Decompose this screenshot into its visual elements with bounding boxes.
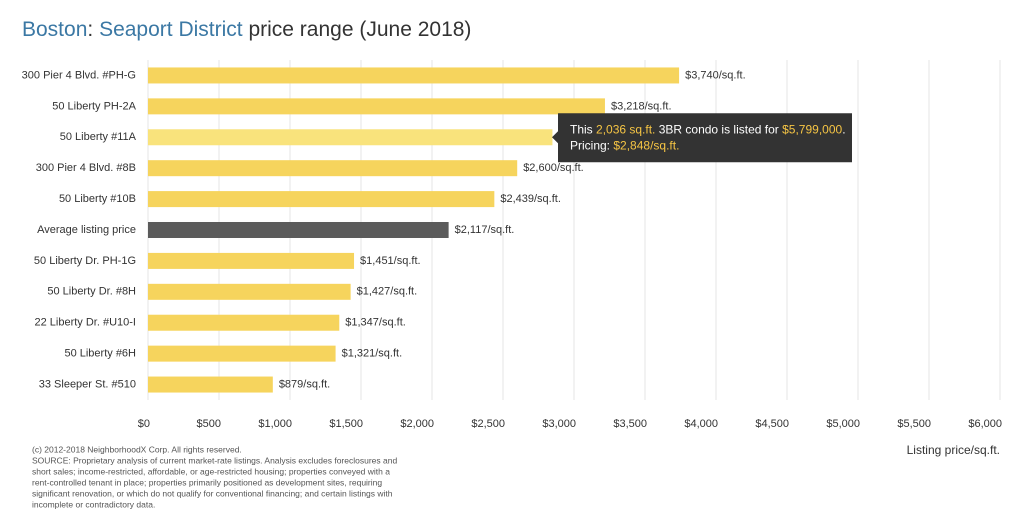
y-tick-label: 300 Pier 4 Blvd. #8B: [36, 162, 136, 174]
bar: [148, 376, 273, 393]
value-label: $2,439/sq.ft.: [500, 193, 561, 205]
bar: [148, 98, 605, 115]
tooltip-text: $2,848/sq.ft.: [613, 138, 679, 152]
value-label: $3,740/sq.ft.: [685, 69, 746, 81]
value-label: $1,347/sq.ft.: [345, 317, 406, 329]
x-tick-label: $3,500: [613, 418, 647, 430]
bar: [148, 345, 336, 362]
x-tick-label: $4,000: [684, 418, 718, 430]
chart-title: Boston: Seaport District price range (Ju…: [22, 18, 471, 41]
y-tick-label: 300 Pier 4 Blvd. #PH-G: [22, 69, 136, 81]
x-tick-label: $500: [197, 418, 221, 430]
y-tick-label: 50 Liberty Dr. #8H: [47, 286, 136, 298]
footnote: (c) 2012-2018 NeighborhoodX Corp. All ri…: [32, 444, 242, 454]
tooltip-box: [552, 113, 852, 163]
tooltip-text: This: [570, 122, 596, 136]
footnote: SOURCE: Proprietary analysis of current …: [32, 455, 397, 465]
x-tick-label: $5,000: [826, 418, 860, 430]
footnote: rent-controlled tenant in place; propert…: [32, 477, 382, 487]
footnote: significant renovation, or which do not …: [32, 488, 393, 498]
tooltip-text: 3BR condo is listed for: [655, 122, 782, 136]
tooltip-text: .: [842, 122, 845, 136]
footnote: incomplete or contradictory data.: [32, 499, 155, 509]
bar: [148, 191, 495, 208]
tooltip-text: 2,036 sq.ft.: [596, 122, 655, 136]
bar: [148, 283, 351, 300]
x-tick-label: $2,000: [400, 418, 434, 430]
y-tick-label: 50 Liberty Dr. PH-1G: [34, 255, 136, 267]
x-axis-label: Listing price/sq.ft.: [907, 443, 1000, 457]
x-tick-label: $1,500: [329, 418, 363, 430]
title-part: Seaport District: [99, 18, 243, 41]
x-tick-label: $1,000: [258, 418, 292, 430]
x-tick-label: $4,500: [755, 418, 789, 430]
value-label: $3,218/sq.ft.: [611, 100, 672, 112]
x-tick-label: $3,000: [542, 418, 576, 430]
x-tick-label: $6,000: [968, 418, 1002, 430]
value-label: $1,321/sq.ft.: [342, 348, 403, 360]
bar: [148, 160, 518, 177]
y-tick-label: 50 Liberty #10B: [59, 193, 136, 205]
title-part: price range (June 2018): [243, 18, 472, 41]
y-tick-label: 50 Liberty #11A: [60, 131, 137, 143]
tooltip-text: $5,799,000: [782, 122, 842, 136]
value-label: $1,451/sq.ft.: [360, 255, 421, 267]
x-tick-label: $0: [138, 418, 150, 430]
y-tick-label: 50 Liberty #6H: [64, 348, 136, 360]
bar: [148, 314, 340, 331]
value-label: $879/sq.ft.: [279, 378, 330, 390]
value-label: $1,427/sq.ft.: [357, 286, 418, 298]
footnote: short sales; income-restricted, affordab…: [32, 466, 390, 476]
y-tick-label: 33 Sleeper St. #510: [39, 378, 136, 390]
bar: [148, 67, 680, 84]
tooltip-line: This 2,036 sq.ft. 3BR condo is listed fo…: [570, 122, 846, 136]
bar: [148, 252, 355, 269]
bar: [148, 222, 449, 238]
tooltip-line: Pricing: $2,848/sq.ft.: [570, 138, 679, 152]
bar: [148, 129, 553, 146]
value-label: $2,600/sq.ft.: [523, 162, 584, 174]
value-label: $2,117/sq.ft.: [455, 224, 515, 236]
y-tick-label: 50 Liberty PH-2A: [52, 100, 136, 112]
title-part: :: [87, 18, 99, 41]
tooltip-text: Pricing:: [570, 138, 613, 152]
y-tick-label: Average listing price: [37, 224, 136, 236]
y-tick-label: 22 Liberty Dr. #U10-I: [35, 317, 137, 329]
x-tick-label: $5,500: [897, 418, 931, 430]
x-tick-label: $2,500: [471, 418, 505, 430]
title-part: Boston: [22, 18, 87, 41]
